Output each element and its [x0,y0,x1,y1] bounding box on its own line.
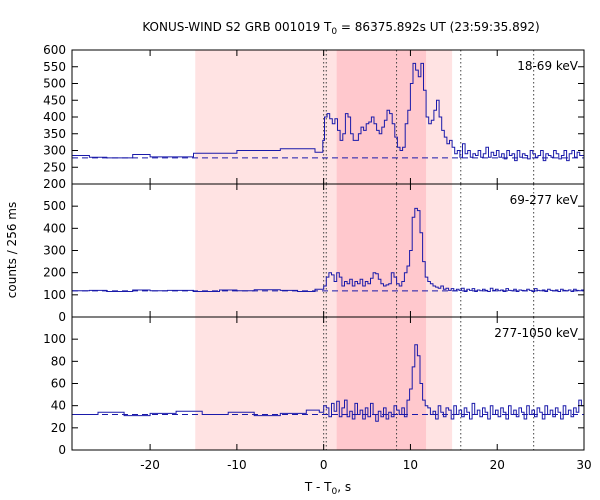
energy-band-label: 277-1050 keV [494,326,578,340]
y-tick-label: 500 [43,199,66,213]
x-axis-label: T - T0, s [304,480,351,497]
y-tick-label: 0 [58,310,66,324]
x-tick-label: 0 [320,458,328,472]
x-tick-label: -20 [140,458,160,472]
count-rate-series [72,62,584,162]
y-tick-label: 450 [43,93,66,107]
energy-band-label: 69-277 keV [510,193,579,207]
y-tick-label: 80 [51,354,66,368]
x-tick-label: 30 [576,458,591,472]
count-rate-series [72,207,584,292]
panel-1: 200 250 300 350 400 450 500 550 600 18-69 keV [43,43,585,191]
energy-band-label: 18-69 keV [517,59,579,73]
y-tick-label: 40 [51,399,66,413]
y-tick-label: 60 [51,377,66,391]
count-rate-series [72,344,584,422]
panel-2: 0 100 200 300 400 500 69-277 keV [43,183,585,324]
chart-title: KONUS-WIND S2 GRB 001019 T0 = 86375.892s… [142,20,539,37]
y-axis-label: counts / 256 ms [5,202,19,298]
panel-3: 0 20 40 60 80 100 277-1050 keV [43,316,585,457]
y-tick-label: 250 [43,160,66,174]
y-tick-label: 300 [43,144,66,158]
y-tick-label: 0 [58,443,66,457]
y-tick-label: 100 [43,288,66,302]
y-tick-label: 200 [43,177,66,191]
y-tick-label: 550 [43,60,66,74]
y-tick-label: 350 [43,127,66,141]
y-tick-label: 600 [43,43,66,57]
y-tick-label: 400 [43,110,66,124]
y-tick-label: 100 [43,332,66,346]
y-tick-label: 200 [43,266,66,280]
x-tick-label: 20 [490,458,505,472]
y-tick-label: 400 [43,221,66,235]
shaded-interval-2 [336,50,427,184]
y-tick-label: 300 [43,244,66,258]
y-tick-label: 500 [43,77,66,91]
x-tick-labels: -20 -10 0 10 20 30 [140,458,591,472]
x-tick-label: -10 [227,458,247,472]
y-tick-label: 20 [51,421,66,435]
x-tick-label: 10 [403,458,418,472]
shaded-interval-2 [336,317,427,450]
